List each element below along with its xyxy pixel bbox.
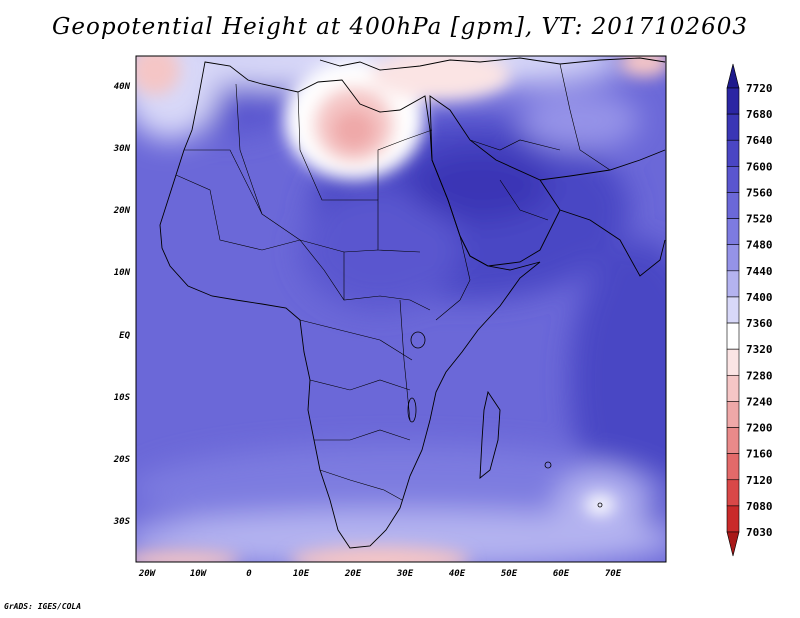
colorbar: 7720 7680 7640 7600 7560 7520 7480 7440 7400 7360… [726, 63, 773, 557]
grads-credit: GrADS: IGES/COLA [4, 602, 82, 611]
colorbar-segment [726, 401, 740, 428]
colorbar-label: 7480 [746, 239, 773, 252]
colorbar-label: 7030 [746, 526, 773, 539]
colorbar-label: 7160 [746, 448, 773, 461]
colorbar-segment [726, 427, 740, 454]
lon-label: 20W [138, 569, 157, 579]
colorbar-label: 7280 [746, 369, 773, 382]
lakes-islands [407, 331, 603, 508]
colorbar-label: 7360 [746, 317, 773, 330]
colorbar-segment [726, 192, 740, 219]
lon-label: 0 [246, 569, 252, 579]
lat-label: 20S [113, 455, 131, 465]
colorbar-segment [726, 505, 740, 533]
latitude-axis: 40N 30N 20N 10N EQ 10S 20S 30S [113, 82, 131, 527]
colorbar-segment [726, 113, 740, 141]
colorbar-segment [726, 453, 740, 481]
colorbar-segment [726, 322, 740, 350]
colorbar-segment [726, 270, 740, 298]
lon-label: 10W [190, 569, 208, 579]
colorbar-segment [726, 479, 740, 507]
colorbar-label: 7520 [746, 213, 773, 226]
lat-label: 20N [113, 206, 131, 216]
colorbar-segment [726, 374, 740, 402]
colorbar-label: 7240 [746, 395, 773, 408]
map-frame [135, 55, 667, 563]
lat-label: 30S [113, 517, 131, 527]
lat-label: 40N [114, 82, 131, 92]
colorbar-segment [726, 296, 740, 324]
colorbar-label: 7080 [746, 500, 773, 513]
country-borders [175, 63, 611, 501]
lon-label: 20E [344, 569, 362, 579]
colorbar-top-arrow [726, 63, 740, 89]
lon-label: 30E [396, 569, 414, 579]
colorbar-label: 7200 [746, 422, 773, 435]
colorbar-label: 7320 [746, 343, 773, 356]
map-title: Geopotential Height at 400hPa [gpm], VT:… [52, 14, 748, 40]
colorbar-label: 7600 [746, 160, 773, 173]
lon-label: 60E [553, 569, 570, 579]
lat-label: 30N [113, 144, 131, 154]
colorbar-bottom-arrow [726, 531, 740, 557]
lat-label: EQ [119, 331, 130, 341]
colorbar-segment [726, 348, 740, 376]
colorbar-segment [726, 244, 740, 272]
colorbar-label: 7720 [746, 82, 773, 95]
lon-label: 70E [605, 569, 622, 579]
lat-label: 10N [114, 268, 131, 278]
colorbar-label: 7440 [746, 265, 773, 278]
colorbar-label: 7400 [746, 291, 773, 304]
colorbar-label: 7680 [746, 108, 773, 121]
lon-label: 50E [501, 569, 518, 579]
colorbar-label: 7560 [746, 186, 773, 199]
colorbar-segment [726, 218, 740, 246]
longitude-axis: 20W 10W 0 10E 20E 30E 40E 50E 60E 70E [138, 569, 622, 579]
colorbar-label: 7640 [746, 134, 773, 147]
lon-label: 10E [293, 569, 310, 579]
height-field-shading [136, 56, 666, 562]
lon-label: 40E [449, 569, 466, 579]
colorbar-label: 7120 [746, 474, 773, 487]
colorbar-segment [726, 87, 740, 115]
colorbar-segment [726, 139, 740, 167]
lat-label: 10S [114, 393, 131, 403]
colorbar-segment [726, 166, 740, 193]
